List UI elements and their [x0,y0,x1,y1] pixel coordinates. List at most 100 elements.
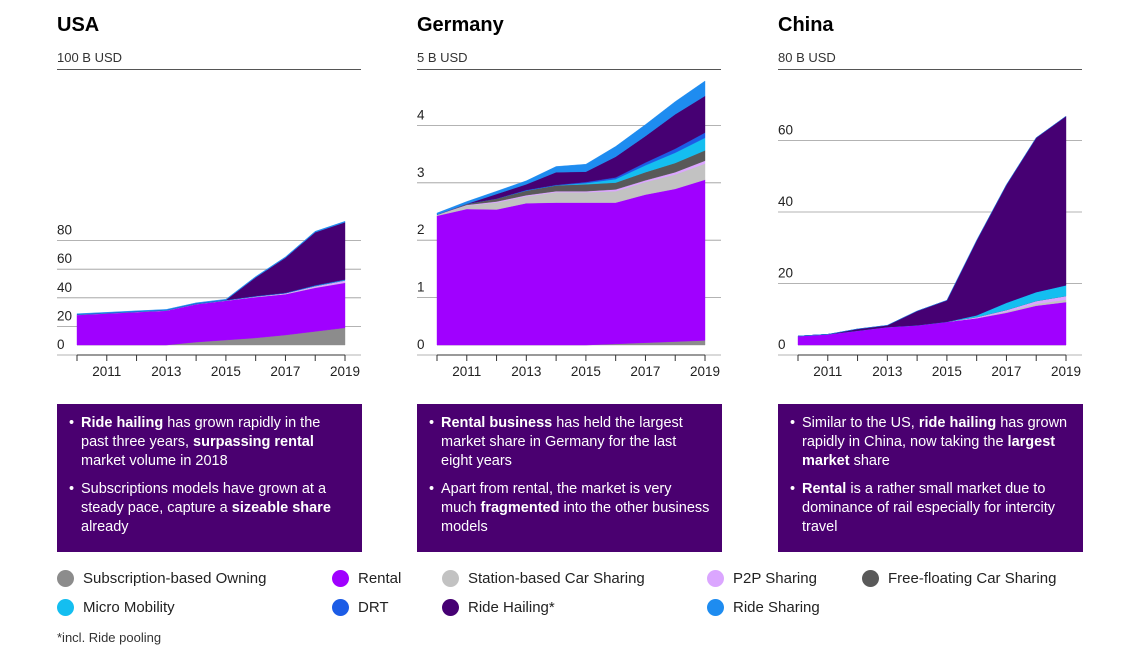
notes-list: Similar to the US, ride hailing has grow… [790,414,1071,537]
usa-notes-box: Ride hailing has grown rapidly in the pa… [57,404,362,552]
note-text: Subscriptions models have grown at a ste… [81,481,327,516]
y-tick-label: 1 [417,280,425,295]
notes-list: Rental business has held the largest mar… [429,414,710,537]
chart-unit: 100 B USD [57,50,123,65]
legend-label: Subscription-based Owning [83,570,267,587]
x-tick-label: 2015 [211,364,241,379]
note-text: Similar to the US, [802,415,919,431]
legend-label: DRT [358,599,389,616]
legend-swatch [57,570,74,587]
y-tick-label: 60 [57,251,72,266]
legend-label: Ride Sharing [733,599,820,616]
unit-rule [57,69,361,70]
chart-title: USA [57,14,100,36]
y-tick-label: 20 [778,266,793,281]
legend-swatch [442,570,459,587]
x-tick-label: 2017 [991,364,1021,379]
area-sharing [436,80,706,215]
legend-item-freefloat: Free-floating Car Sharing [862,570,1056,587]
china-area-chart: 0 20 40 60 2011 2013 2015 2017 2019 [778,115,1082,379]
notes-list: Ride hailing has grown rapidly in the pa… [69,414,350,537]
chart-title: China [778,14,834,36]
note-bullet: Similar to the US, ride hailing has grow… [790,414,1071,471]
legend-swatch [332,599,349,616]
x-tick-label: 2019 [690,364,720,379]
usa-area-chart: 0 20 40 60 80 2011 2013 2015 2017 2019 [57,221,361,379]
footnote: *incl. Ride pooling [57,630,162,645]
note-text: Apart from rental, the market is very mu… [441,481,672,516]
note-emphasis: Ride hailing [81,415,164,431]
note-bullet: Apart from rental, the market is very mu… [429,480,710,537]
y-tick-label: 0 [417,337,425,352]
y-tick-label: 80 [57,223,72,238]
germany-notes-box: Rental business has held the largest mar… [417,404,722,552]
x-tick-label: 2019 [1051,364,1081,379]
legend-label: P2P Sharing [733,570,817,587]
legend-item-drt: DRT [332,599,389,616]
unit-rule [778,69,1082,70]
legend-swatch [57,599,74,616]
legend-label: Station-based Car Sharing [468,570,645,587]
x-tick-label: 2011 [92,364,121,379]
note-emphasis: surpassing rental [193,434,314,450]
unit-rule [417,69,721,70]
legend-swatch [332,570,349,587]
legend-label: Rental [358,570,402,587]
note-emphasis: fragmented [480,500,560,516]
note-text: into the other business models [441,500,710,535]
x-tick-label: 2015 [571,364,601,379]
x-tick-label: 2015 [932,364,962,379]
chart-title: Germany [417,14,504,36]
note-bullet: Subscriptions models have grown at a ste… [69,480,350,537]
note-text: has held the largest market share in Ger… [441,415,683,469]
x-tick-label: 2013 [511,364,541,379]
y-tick-label: 0 [57,337,65,352]
legend-label: Free-floating Car Sharing [888,570,1057,587]
area-sharing [76,221,346,315]
note-text: share [849,453,890,469]
legend-swatch [707,599,724,616]
legend-label: Micro Mobility [83,599,175,616]
note-text: has grown rapidly in China, now taking t… [802,415,1068,450]
legend-item-station: Station-based Car Sharing [442,570,645,587]
area-sharing [797,116,1067,337]
x-tick-label: 2017 [630,364,660,379]
x-tick-label: 2011 [813,364,842,379]
note-emphasis: Rental business [441,415,553,431]
chart-unit: 80 B USD [778,50,836,65]
note-emphasis: Rental [802,481,847,497]
y-tick-label: 3 [417,165,425,180]
note-bullet: Rental business has held the largest mar… [429,414,710,471]
y-tick-label: 4 [417,107,425,122]
note-emphasis: ride hailing [918,415,997,431]
x-tick-label: 2013 [872,364,902,379]
chart-unit: 5 B USD [417,50,468,65]
x-tick-label: 2013 [151,364,181,379]
x-tick-label: 2017 [270,364,300,379]
note-text: is a rather small market due to dominanc… [802,481,1056,535]
legend-item-owning: Subscription-based Owning [57,570,266,587]
y-tick-label: 20 [57,308,72,323]
legend-swatch [707,570,724,587]
note-bullet: Rental is a rather small market due to d… [790,480,1071,537]
y-tick-label: 2 [417,222,425,237]
x-tick-label: 2019 [330,364,360,379]
legend-item-rental: Rental [332,570,401,587]
note-text: market volume in 2018 [81,453,228,469]
note-emphasis: largest market [802,434,1056,469]
note-text: has grown rapidly in the past three year… [81,415,321,450]
china-notes-box: Similar to the US, ride hailing has grow… [778,404,1083,552]
note-text: already [81,519,129,535]
x-tick-label: 2011 [452,364,481,379]
germany-area-chart: 0 1 2 3 4 2011 2013 2015 2017 2019 [417,80,721,379]
note-bullet: Ride hailing has grown rapidly in the pa… [69,414,350,471]
legend-item-p2p: P2P Sharing [707,570,817,587]
y-tick-label: 0 [778,337,786,352]
legend-swatch [862,570,879,587]
y-tick-label: 40 [778,194,793,209]
note-emphasis: sizeable share [231,500,331,516]
legend-item-sharing: Ride Sharing [707,599,820,616]
legend-label: Ride Hailing* [468,599,555,616]
legend-item-micro: Micro Mobility [57,599,175,616]
y-tick-label: 40 [57,280,72,295]
